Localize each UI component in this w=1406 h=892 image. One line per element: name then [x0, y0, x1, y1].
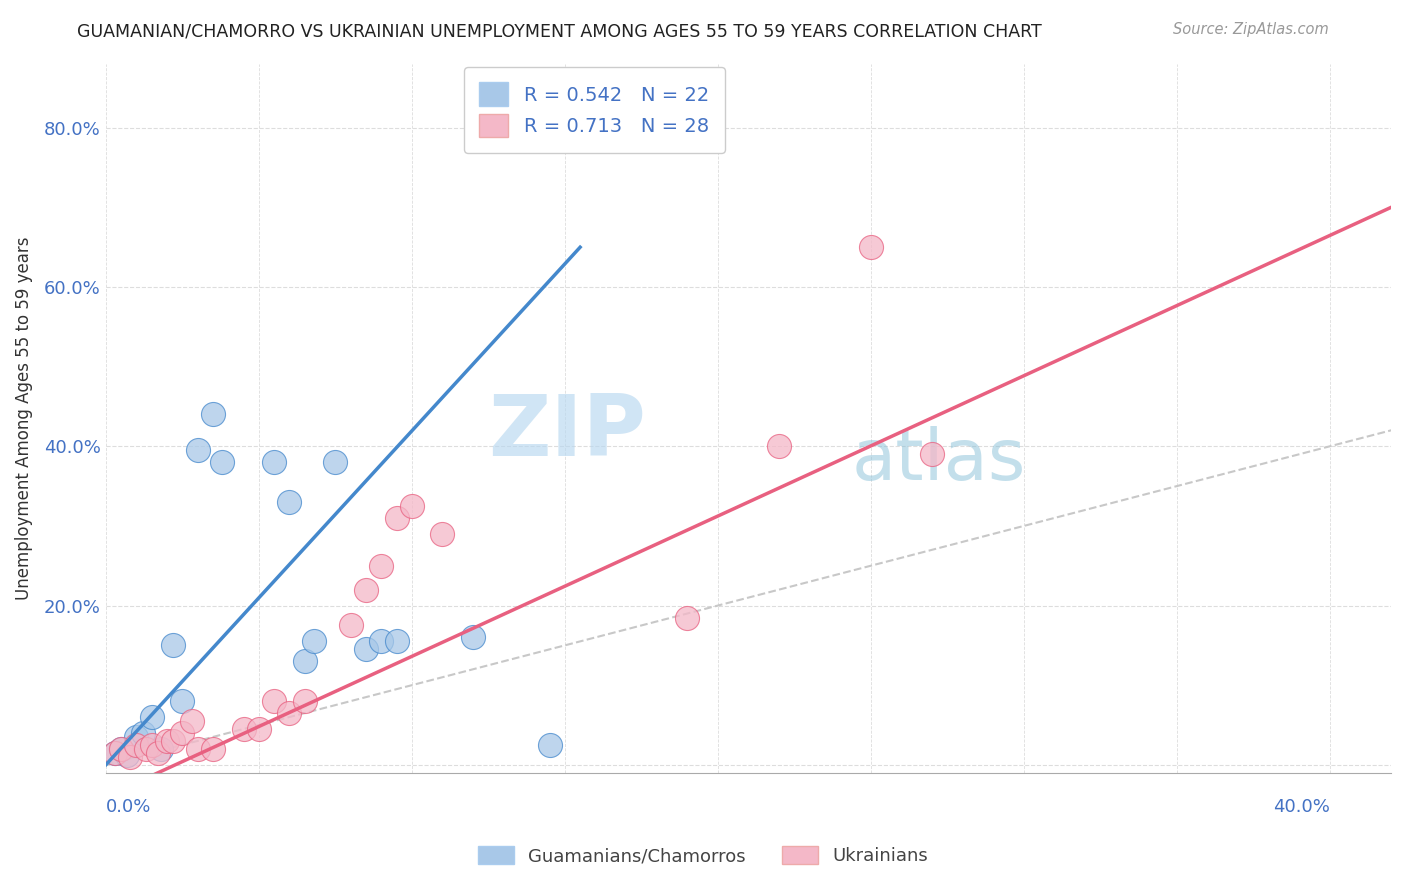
Legend: Guamanians/Chamorros, Ukrainians: Guamanians/Chamorros, Ukrainians: [468, 837, 938, 874]
Point: [278, 706, 301, 720]
Point: [263, 694, 285, 708]
Text: GUAMANIAN/CHAMORRO VS UKRAINIAN UNEMPLOYMENT AMONG AGES 55 TO 59 YEARS CORRELATI: GUAMANIAN/CHAMORRO VS UKRAINIAN UNEMPLOY…: [77, 22, 1042, 40]
Point: [278, 495, 301, 509]
Point: [201, 408, 224, 422]
Point: [385, 634, 408, 648]
Point: [354, 582, 377, 597]
Point: [187, 443, 209, 458]
Legend: R = 0.542   N = 22, R = 0.713   N = 28: R = 0.542 N = 22, R = 0.713 N = 28: [464, 67, 724, 153]
Point: [117, 748, 139, 763]
Point: [263, 455, 285, 469]
Text: 0.0%: 0.0%: [105, 797, 152, 816]
Point: [156, 734, 179, 748]
Point: [125, 738, 148, 752]
Point: [141, 738, 163, 752]
Text: ZIP: ZIP: [488, 391, 645, 474]
Text: atlas: atlas: [851, 426, 1025, 495]
Point: [120, 749, 142, 764]
Point: [370, 634, 392, 648]
Point: [104, 746, 127, 760]
Point: [172, 726, 194, 740]
Point: [110, 742, 132, 756]
Point: [354, 642, 377, 657]
Text: Source: ZipAtlas.com: Source: ZipAtlas.com: [1173, 22, 1329, 37]
Point: [180, 714, 202, 728]
Point: [302, 634, 325, 648]
Point: [432, 527, 454, 541]
Point: [921, 447, 943, 461]
Point: [187, 742, 209, 756]
Point: [294, 694, 316, 708]
Point: [172, 694, 194, 708]
Point: [146, 746, 169, 760]
Point: [141, 710, 163, 724]
Point: [401, 499, 423, 513]
Point: [325, 455, 347, 469]
Point: [149, 742, 172, 756]
Y-axis label: Unemployment Among Ages 55 to 59 years: Unemployment Among Ages 55 to 59 years: [15, 236, 32, 600]
Point: [768, 439, 790, 453]
Point: [339, 618, 361, 632]
Point: [162, 734, 184, 748]
Point: [125, 730, 148, 744]
Text: 40.0%: 40.0%: [1272, 797, 1330, 816]
Point: [110, 742, 132, 756]
Point: [104, 746, 127, 760]
Point: [131, 726, 153, 740]
Point: [385, 511, 408, 525]
Point: [370, 558, 392, 573]
Point: [294, 654, 316, 668]
Point: [538, 738, 561, 752]
Point: [859, 240, 882, 254]
Point: [162, 639, 184, 653]
Point: [676, 610, 699, 624]
Point: [211, 455, 233, 469]
Point: [461, 631, 484, 645]
Point: [135, 742, 157, 756]
Point: [201, 742, 224, 756]
Point: [247, 722, 270, 736]
Point: [232, 722, 254, 736]
